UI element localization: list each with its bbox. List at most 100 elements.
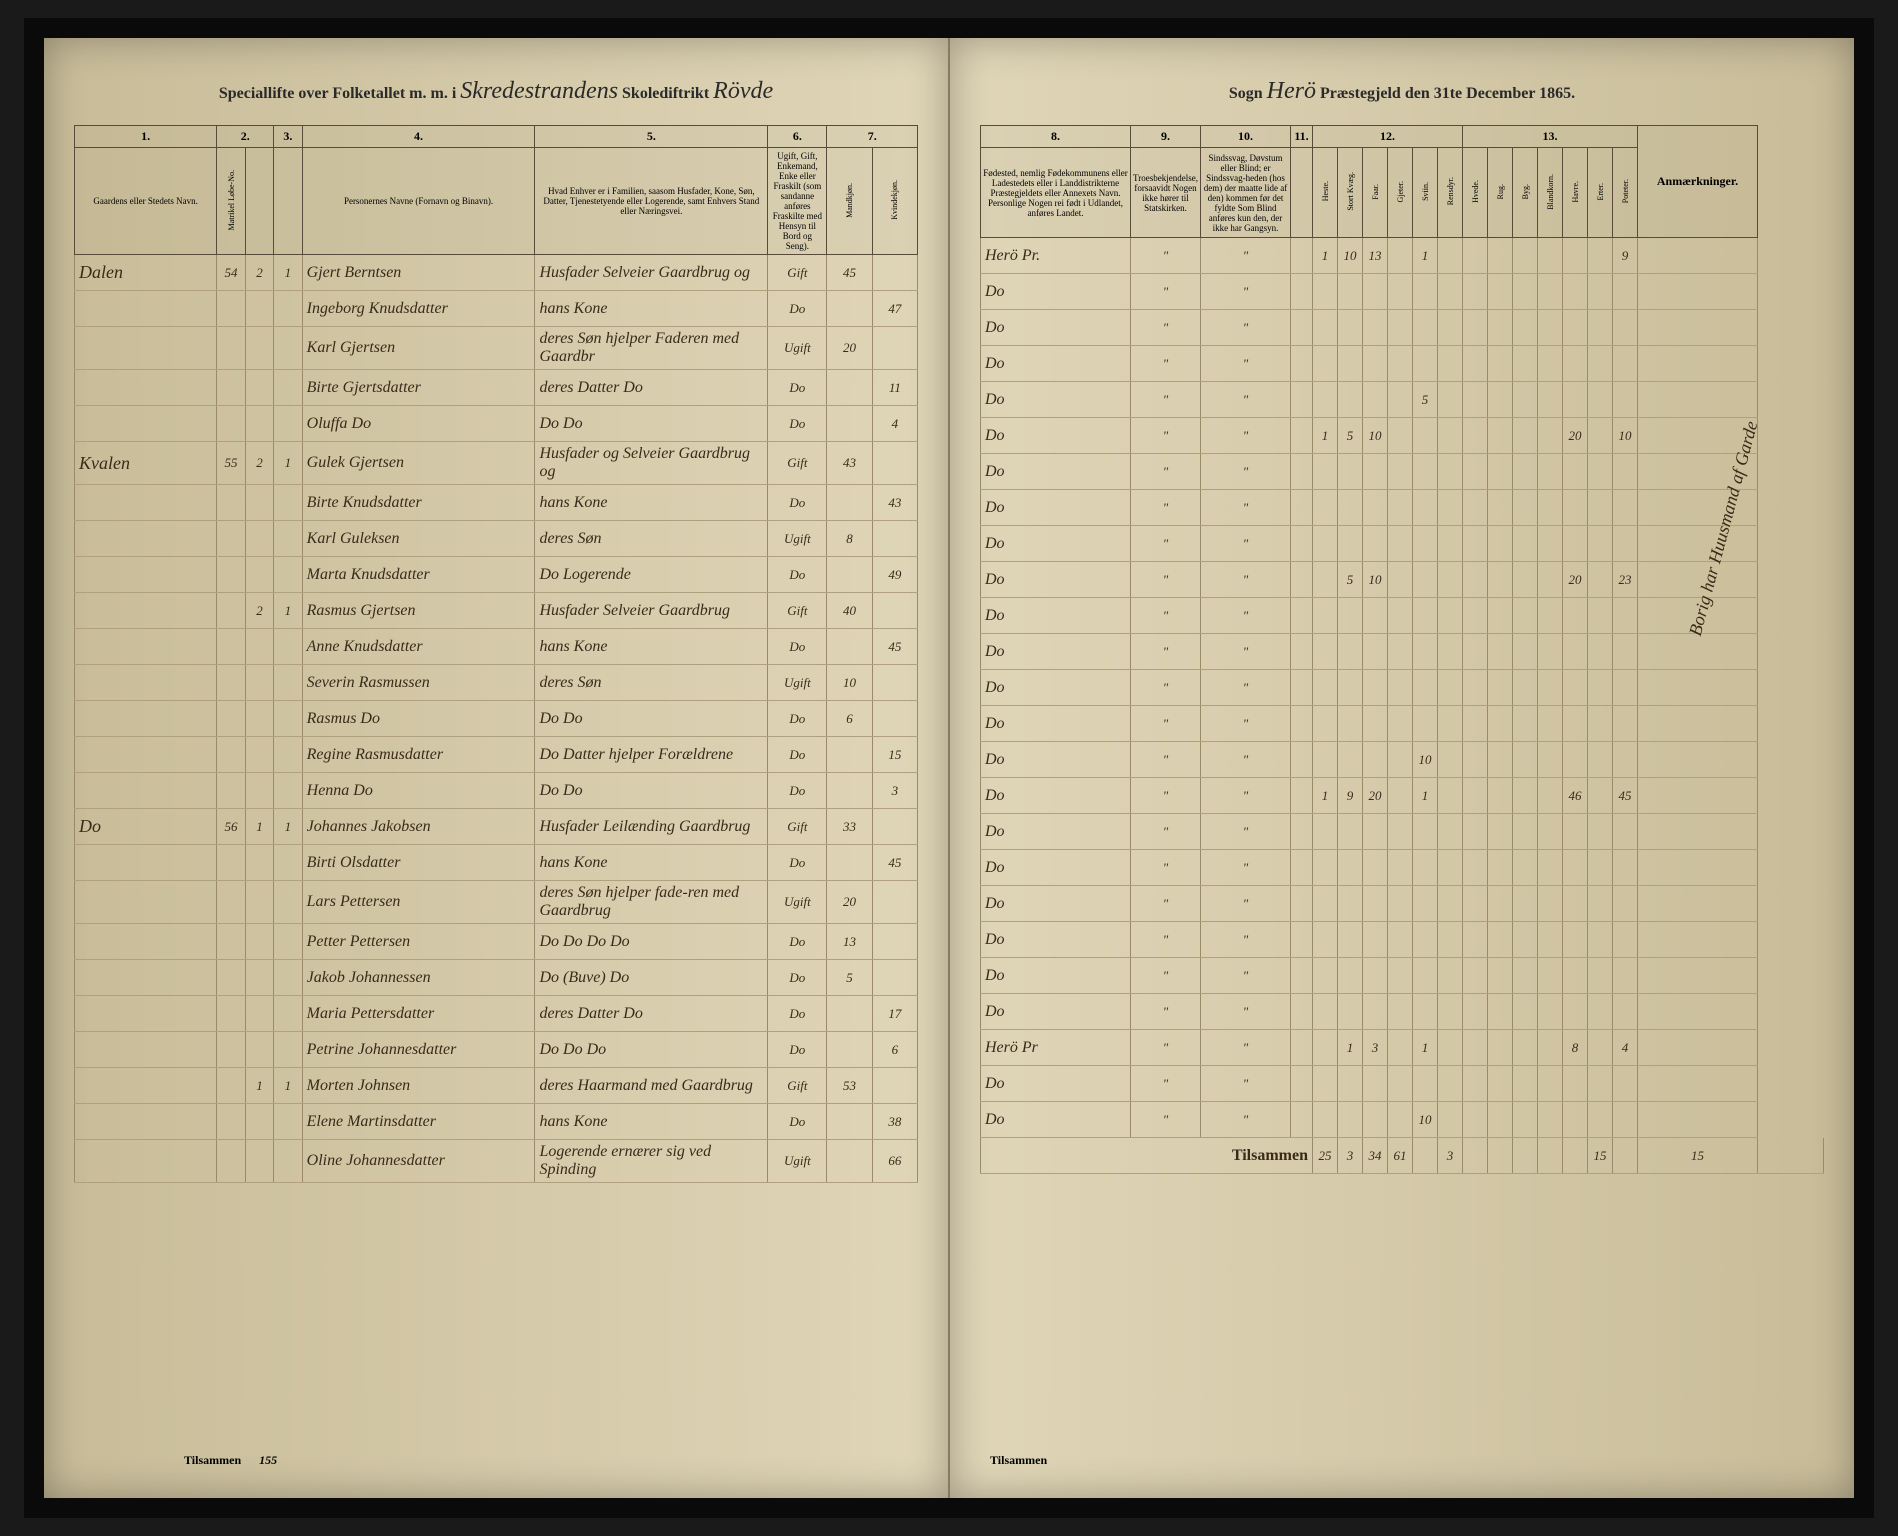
cell-name: Karl Guleksen xyxy=(302,521,535,557)
cell-status: Do xyxy=(768,485,827,521)
cell-crop xyxy=(1388,922,1413,958)
cell-pno xyxy=(274,1104,302,1140)
cell-crop xyxy=(1363,274,1388,310)
cell-status: Ugift xyxy=(768,1140,827,1183)
cell-hno xyxy=(245,737,273,773)
cell-name: Henna Do xyxy=(302,773,535,809)
cell-hno xyxy=(245,881,273,924)
cell-crop xyxy=(1313,562,1338,598)
cell-crop xyxy=(1463,562,1488,598)
cell-place xyxy=(75,629,217,665)
cell-hno xyxy=(245,1032,273,1068)
cell-crop xyxy=(1463,634,1488,670)
table-row: Do " " xyxy=(981,490,1824,526)
cell-pno xyxy=(274,665,302,701)
cell-crop xyxy=(1463,850,1488,886)
cell-name: Karl Gjertsen xyxy=(302,327,535,370)
cell-crop xyxy=(1388,454,1413,490)
cell-11 xyxy=(1291,778,1313,814)
cell-crop xyxy=(1513,382,1538,418)
cell-status: Do xyxy=(768,996,827,1032)
cell-crop: 5 xyxy=(1413,382,1438,418)
crop-rensdyr: Rensdyr. xyxy=(1438,148,1463,238)
cell-crop xyxy=(1488,238,1513,274)
cell-crop xyxy=(1588,274,1613,310)
cell-relig: " xyxy=(1131,1066,1201,1102)
cell-crop xyxy=(1313,814,1338,850)
cell-age-f: 45 xyxy=(872,629,917,665)
cell-mno xyxy=(217,327,245,370)
cell-mno xyxy=(217,593,245,629)
cell-crop xyxy=(1413,274,1438,310)
cell-crop xyxy=(1388,958,1413,994)
cell-crop xyxy=(1588,346,1613,382)
cell-status: Do xyxy=(768,845,827,881)
cell-crop xyxy=(1613,814,1638,850)
cell-11 xyxy=(1291,274,1313,310)
cell-crop xyxy=(1588,454,1613,490)
cell-pno xyxy=(274,291,302,327)
cell-status: Ugift xyxy=(768,327,827,370)
cell-pno xyxy=(274,327,302,370)
right-header: Sogn Herö Præstegjeld den 31te December … xyxy=(980,78,1824,105)
cell-notes xyxy=(1638,922,1758,958)
cell-pno: 1 xyxy=(274,442,302,485)
cell-name: Anne Knudsdatter xyxy=(302,629,535,665)
cell-crop xyxy=(1363,886,1388,922)
colhead-cond: Sindssvag, Døvstum eller Blind; er Sinds… xyxy=(1201,148,1291,238)
cell-status: Do xyxy=(768,291,827,327)
cell-11 xyxy=(1291,598,1313,634)
table-row: Birte Gjertsdatter deres Datter Do Do 11 xyxy=(75,370,918,406)
crop-heste: Heste. xyxy=(1313,148,1338,238)
table-row: Herö Pr " " 13184 xyxy=(981,1030,1824,1066)
cell-place xyxy=(75,1104,217,1140)
cell-name: Oline Johannesdatter xyxy=(302,1140,535,1183)
cell-crop xyxy=(1313,958,1338,994)
cell-role: deres Søn hjelper Faderen med Gaardbr xyxy=(535,327,768,370)
cell-birth: Do xyxy=(981,562,1131,598)
cell-crop xyxy=(1438,1030,1463,1066)
cell-place xyxy=(75,327,217,370)
colnum-13: 13. xyxy=(1463,126,1638,148)
cell-crop xyxy=(1488,778,1513,814)
cell-crop xyxy=(1513,634,1538,670)
header-r-script1: Herö xyxy=(1267,78,1316,104)
cell-crop xyxy=(1388,598,1413,634)
cell-crop xyxy=(1388,1066,1413,1102)
cell-crop xyxy=(1538,994,1563,1030)
cell-notes xyxy=(1638,778,1758,814)
cell-crop xyxy=(1588,706,1613,742)
crop-sviin: Sviin. xyxy=(1413,148,1438,238)
cell-age-m: 6 xyxy=(827,701,872,737)
cell-place xyxy=(75,485,217,521)
table-row: Birti Olsdatter hans Kone Do 45 xyxy=(75,845,918,881)
cell-crop xyxy=(1388,778,1413,814)
table-row: Dalen 54 2 1 Gjert Berntsen Husfader Sel… xyxy=(75,255,918,291)
cell-crop xyxy=(1438,382,1463,418)
table-row: Do 56 1 1 Johannes Jakobsen Husfader Lei… xyxy=(75,809,918,845)
cell-status: Ugift xyxy=(768,521,827,557)
cell-pno xyxy=(274,773,302,809)
cell-crop xyxy=(1463,490,1488,526)
cell-crop xyxy=(1388,850,1413,886)
cell-crop xyxy=(1463,274,1488,310)
colnum-7: 7. xyxy=(827,126,918,148)
cell-crop xyxy=(1363,670,1388,706)
header-script2: Rövde xyxy=(713,78,773,104)
cell-notes xyxy=(1638,994,1758,1030)
cell-place xyxy=(75,1032,217,1068)
cell-pno xyxy=(274,996,302,1032)
cell-birth: Do xyxy=(981,850,1131,886)
cell-birth: Herö Pr xyxy=(981,1030,1131,1066)
cell-crop xyxy=(1438,886,1463,922)
seed-bland: Blandkorn. xyxy=(1538,148,1563,238)
cell-age-f xyxy=(872,593,917,629)
cell-11 xyxy=(1291,310,1313,346)
cell-status: Do xyxy=(768,557,827,593)
cell-relig: " xyxy=(1131,598,1201,634)
cell-crop xyxy=(1563,382,1588,418)
cell-birth: Do xyxy=(981,382,1131,418)
cell-11 xyxy=(1291,742,1313,778)
cell-place xyxy=(75,960,217,996)
cell-11 xyxy=(1291,454,1313,490)
